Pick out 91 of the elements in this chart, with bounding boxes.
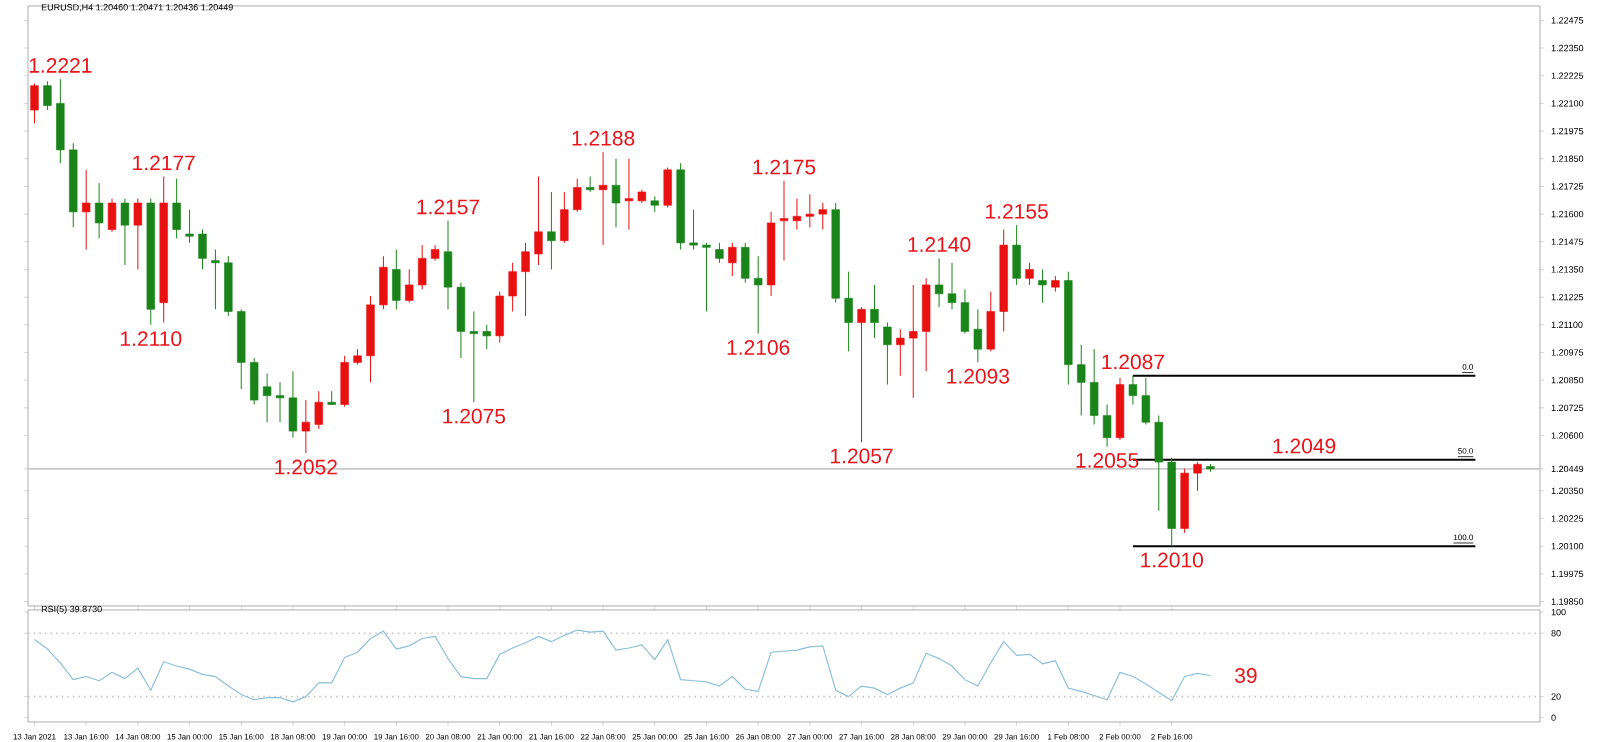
candlestick: [1115, 377, 1125, 441]
candlestick: [611, 158, 621, 228]
candlestick: [560, 191, 569, 244]
candlestick: [818, 202, 827, 231]
candlestick: [676, 162, 685, 251]
annotation: 1.2010: [1141, 552, 1203, 568]
candlestick: [805, 193, 815, 228]
candlestick: [624, 158, 634, 231]
candlestick: [1012, 224, 1021, 286]
candlestick: [702, 242, 711, 313]
annotation: 1.2075: [443, 408, 506, 424]
candlestick: [1077, 344, 1086, 417]
candlestick: [159, 175, 168, 324]
candlestick: [1154, 415, 1163, 512]
candlestick: [30, 82, 39, 124]
candlestick: [857, 306, 866, 443]
candlestick: [521, 242, 530, 317]
candlestick: [146, 198, 155, 326]
annotation: 1.2052: [275, 459, 337, 475]
annotation: 1.2175: [753, 159, 816, 175]
annotation: 1.2140: [908, 237, 971, 252]
candlestick: [728, 242, 737, 277]
candlestick: [986, 291, 995, 352]
candlestick: [1064, 271, 1073, 386]
candlestick: [82, 169, 91, 251]
annotation: 1.2155: [986, 203, 1048, 219]
annotation: 1.2177: [133, 155, 195, 171]
candlestick: [392, 249, 401, 310]
candlestick: [663, 167, 672, 208]
candlestick: [870, 284, 879, 339]
candlestick: [495, 291, 504, 344]
candlestick: [909, 284, 918, 399]
candlestick: [573, 178, 582, 213]
candlestick: [883, 322, 892, 386]
annotation: 1.2057: [831, 448, 893, 464]
candlestick: [1206, 463, 1215, 473]
candlestick: [43, 80, 52, 111]
annotation: 1.2049: [1273, 438, 1336, 454]
candlestick: [379, 255, 388, 310]
candlestick: [921, 277, 931, 372]
candlestick: [1141, 377, 1151, 425]
candlestick: [314, 390, 323, 430]
candlestick: [211, 249, 220, 310]
candlestick: [94, 182, 104, 239]
candlestick: [715, 242, 724, 264]
annotation: 1.2221: [29, 58, 92, 73]
candlestick: [534, 175, 543, 266]
candlestick: [689, 209, 698, 251]
candlestick: [107, 198, 117, 233]
candlestick: [327, 390, 336, 405]
candlestick: [753, 255, 763, 335]
candlestick: [405, 268, 414, 304]
candlestick: [340, 355, 349, 408]
annotation: 1.2157: [417, 199, 480, 215]
candlestick: [1193, 461, 1202, 492]
annotation: 1.2110: [121, 331, 182, 347]
candlestick: [482, 324, 491, 350]
candlestick: [896, 328, 905, 377]
candlestick: [1038, 268, 1047, 304]
candlestick: [224, 255, 233, 317]
candlestick: [508, 262, 517, 313]
annotation: 1.2188: [572, 130, 635, 146]
candlestick: [1167, 457, 1176, 547]
candlestick: [250, 357, 259, 405]
candlestick: [366, 295, 375, 383]
annotation: 1.2093: [947, 368, 1010, 384]
candlestick: [56, 78, 65, 164]
candlestick: [1051, 275, 1060, 293]
candlestick: [1180, 468, 1189, 534]
candlestick: [650, 195, 659, 213]
annotation: 1.2087: [1102, 354, 1164, 370]
candlestick: [198, 229, 207, 270]
candlestick: [741, 242, 750, 284]
candlestick: [469, 311, 479, 403]
candlestick: [237, 308, 246, 390]
candlestick: [353, 348, 362, 366]
annotation: 39: [1235, 668, 1257, 683]
candlestick: [172, 178, 181, 239]
candlestick: [417, 244, 427, 290]
candlestick: [185, 209, 194, 244]
candlestick: [831, 202, 840, 304]
candlestick: [947, 262, 957, 310]
candlestick: [547, 191, 556, 270]
candlestick: [844, 271, 853, 352]
candlestick: [585, 175, 595, 193]
candlestick: [1089, 348, 1099, 425]
annotation: 1.2055: [1076, 452, 1139, 468]
candlestick: [1025, 262, 1034, 286]
candlestick: [999, 229, 1008, 332]
candlestick: [69, 142, 78, 228]
annotation: 1.2106: [727, 340, 790, 355]
